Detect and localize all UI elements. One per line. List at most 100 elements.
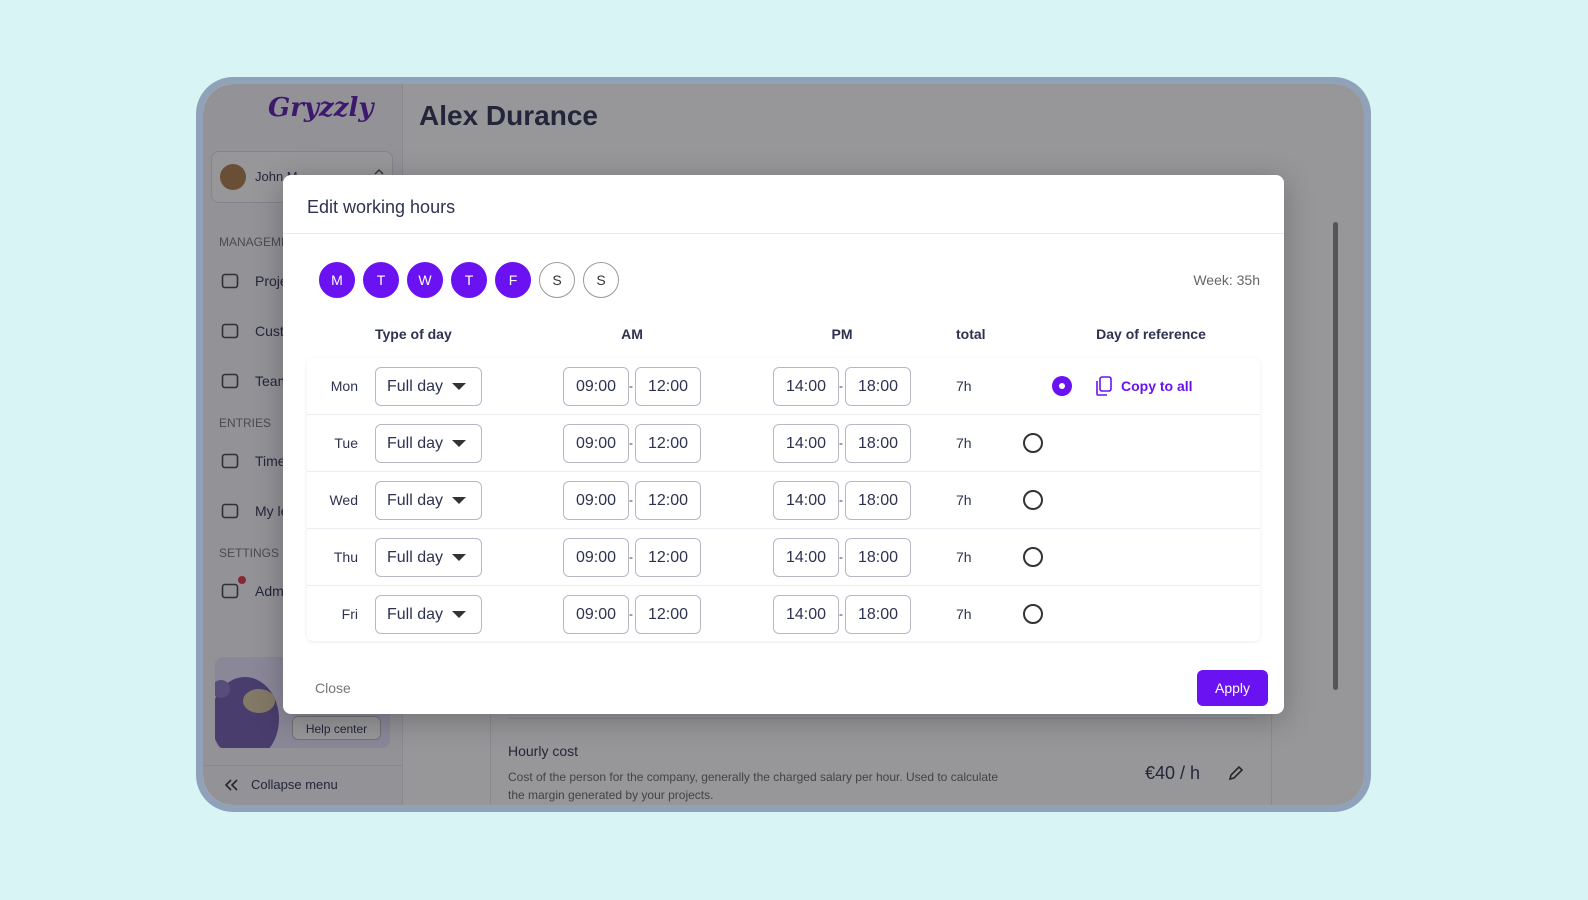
column-header: Day of reference bbox=[1096, 326, 1206, 342]
row-divider bbox=[307, 528, 1260, 529]
nav-icon bbox=[221, 453, 239, 469]
time-input[interactable]: 18:00 bbox=[845, 594, 911, 634]
time-input[interactable]: 14:00 bbox=[773, 366, 839, 406]
nav-icon bbox=[221, 503, 239, 519]
edit-icon bbox=[1228, 765, 1244, 781]
time-input[interactable]: 12:00 bbox=[635, 594, 701, 634]
time-input[interactable]: 14:00 bbox=[773, 480, 839, 520]
week-total: Week: 35h bbox=[1193, 272, 1260, 288]
help-center-button[interactable]: Help center bbox=[292, 716, 381, 740]
copy-to-all[interactable]: Copy to all bbox=[1121, 378, 1193, 394]
time-input[interactable]: 14:00 bbox=[773, 423, 839, 463]
time-input[interactable]: 12:00 bbox=[635, 423, 701, 463]
time-separator: - bbox=[629, 379, 633, 393]
time-input[interactable]: 09:00 bbox=[563, 537, 629, 577]
day-type-select[interactable]: Full day bbox=[375, 423, 482, 463]
day-type-select[interactable]: Full day bbox=[375, 537, 482, 577]
day-label: Wed bbox=[329, 492, 358, 508]
time-separator: - bbox=[839, 607, 843, 621]
day-toggle[interactable]: W bbox=[407, 262, 443, 298]
column-header: PM bbox=[831, 326, 853, 342]
day-toggle[interactable]: T bbox=[363, 262, 399, 298]
hourly-cost-description: Cost of the person for the company, gene… bbox=[508, 770, 999, 802]
scrollbar bbox=[1333, 222, 1338, 690]
avatar bbox=[220, 164, 246, 190]
time-input[interactable]: 09:00 bbox=[563, 423, 629, 463]
select-value: Full day bbox=[387, 377, 444, 395]
reference-radio[interactable] bbox=[1023, 547, 1043, 567]
column-header: AM bbox=[621, 326, 643, 342]
time-input[interactable]: 09:00 bbox=[563, 366, 629, 406]
select-value: Full day bbox=[387, 605, 444, 623]
time-separator: - bbox=[629, 493, 633, 507]
reference-radio[interactable] bbox=[1023, 433, 1043, 453]
time-input[interactable]: 18:00 bbox=[845, 423, 911, 463]
column-header: total bbox=[956, 326, 986, 342]
time-input[interactable]: 18:00 bbox=[845, 366, 911, 406]
hourly-cost-label: Hourly cost bbox=[508, 743, 579, 759]
time-separator: - bbox=[839, 493, 843, 507]
time-input[interactable]: 09:00 bbox=[563, 594, 629, 634]
day-type-select[interactable]: Full day bbox=[375, 480, 482, 520]
row-divider bbox=[307, 414, 1260, 415]
row-total: 7h bbox=[956, 435, 972, 451]
row-total: 7h bbox=[956, 492, 972, 508]
time-separator: - bbox=[629, 607, 633, 621]
copy-icon bbox=[1096, 376, 1112, 396]
card-divider bbox=[508, 718, 1255, 719]
nav-icon bbox=[221, 323, 239, 339]
dropdown-arrow bbox=[452, 439, 466, 447]
close-button[interactable]: Close bbox=[315, 680, 351, 696]
day-type-select[interactable]: Full day bbox=[375, 594, 482, 634]
reference-radio[interactable] bbox=[1023, 490, 1043, 510]
dropdown-arrow bbox=[452, 382, 466, 390]
dropdown-arrow bbox=[452, 610, 466, 618]
day-label: Thu bbox=[333, 549, 358, 565]
time-input[interactable]: 09:00 bbox=[563, 480, 629, 520]
time-input[interactable]: 14:00 bbox=[773, 537, 839, 577]
time-input[interactable]: 14:00 bbox=[773, 594, 839, 634]
row-divider bbox=[307, 585, 1260, 586]
row-total: 7h bbox=[956, 549, 972, 565]
time-separator: - bbox=[629, 550, 633, 564]
row-total: 7h bbox=[956, 378, 972, 394]
modal-divider bbox=[283, 233, 1284, 234]
apply-button[interactable]: Apply bbox=[1197, 670, 1268, 706]
select-value: Full day bbox=[387, 434, 444, 452]
day-toggle[interactable]: M bbox=[319, 262, 355, 298]
nav-icon bbox=[221, 373, 239, 389]
dropdown-arrow bbox=[452, 496, 466, 504]
row-divider bbox=[307, 471, 1260, 472]
day-toggle[interactable]: S bbox=[539, 262, 575, 298]
hourly-cost-value: €40 / h bbox=[1144, 763, 1200, 783]
section-title: SETTINGS bbox=[219, 546, 280, 560]
day-label: Tue bbox=[334, 435, 358, 451]
time-input[interactable]: 12:00 bbox=[635, 537, 701, 577]
day-toggle[interactable]: S bbox=[583, 262, 619, 298]
time-input[interactable]: 18:00 bbox=[845, 480, 911, 520]
dropdown-arrow bbox=[452, 553, 466, 561]
divider bbox=[203, 765, 402, 766]
collapse-menu[interactable]: Collapse menu bbox=[251, 777, 338, 792]
section-title: ENTRIES bbox=[219, 416, 272, 430]
time-separator: - bbox=[839, 550, 843, 564]
modal: Edit working hours M T W T F S S Week: 35h Type o… bbox=[283, 175, 1284, 714]
time-separator: - bbox=[839, 436, 843, 450]
day-toggle[interactable]: F bbox=[495, 262, 531, 298]
time-separator: - bbox=[839, 379, 843, 393]
select-value: Full day bbox=[387, 491, 444, 509]
day-type-select[interactable]: Full day bbox=[375, 366, 482, 406]
row-total: 7h bbox=[956, 606, 972, 622]
page-title: Alex Durance bbox=[419, 100, 598, 131]
time-input[interactable]: 12:00 bbox=[635, 480, 701, 520]
day-label: Fri bbox=[341, 606, 358, 622]
nav-icon bbox=[221, 583, 239, 599]
logo: Gryzzly bbox=[268, 93, 374, 123]
reference-radio[interactable] bbox=[1023, 604, 1043, 624]
nav-icon bbox=[221, 273, 239, 289]
time-input[interactable]: 12:00 bbox=[635, 366, 701, 406]
time-input[interactable]: 18:00 bbox=[845, 537, 911, 577]
mascot bbox=[215, 677, 279, 748]
day-toggle[interactable]: T bbox=[451, 262, 487, 298]
